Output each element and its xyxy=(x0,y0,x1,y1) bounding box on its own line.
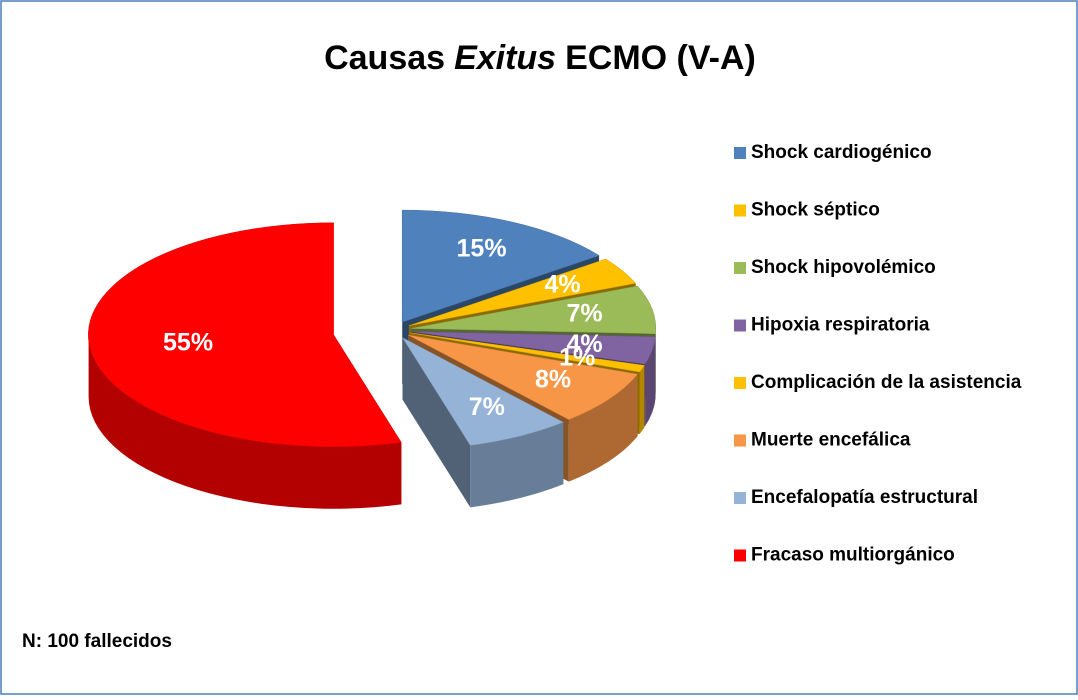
legend-swatch xyxy=(734,262,746,274)
legend-swatch xyxy=(734,320,746,332)
title-part: Exitus xyxy=(454,39,556,77)
slice-side xyxy=(640,365,645,434)
legend-label: Hipoxia respiratoria xyxy=(751,315,930,336)
title-part: ECMO (V-A) xyxy=(565,39,756,77)
legend-swatch xyxy=(734,435,746,447)
legend-label: Shock hipovolémico xyxy=(751,257,936,278)
legend-swatch xyxy=(734,377,746,389)
data-label: 8% xyxy=(535,366,571,394)
data-label: 4% xyxy=(545,271,581,299)
data-label: 7% xyxy=(469,393,505,421)
legend-swatch xyxy=(734,550,746,562)
data-label: 15% xyxy=(457,235,507,263)
data-label: 7% xyxy=(567,299,603,327)
legend-swatch xyxy=(734,492,746,504)
data-label: 55% xyxy=(163,329,213,357)
legend-swatch xyxy=(734,205,746,217)
legend-label: Shock cardiogénico xyxy=(751,142,932,163)
legend-label: Shock séptico xyxy=(751,200,880,221)
title-part: Causas xyxy=(324,39,445,77)
annotation: N: 100 fallecidos xyxy=(22,631,172,652)
legend-label: Complicación de la asistencia xyxy=(751,372,1022,393)
legend-swatch xyxy=(734,147,746,159)
legend-label: Encefalopatía estructural xyxy=(751,487,978,508)
legend-label: Fracaso multiorgánico xyxy=(751,545,955,566)
legend-label: Muerte encefálica xyxy=(751,430,911,451)
